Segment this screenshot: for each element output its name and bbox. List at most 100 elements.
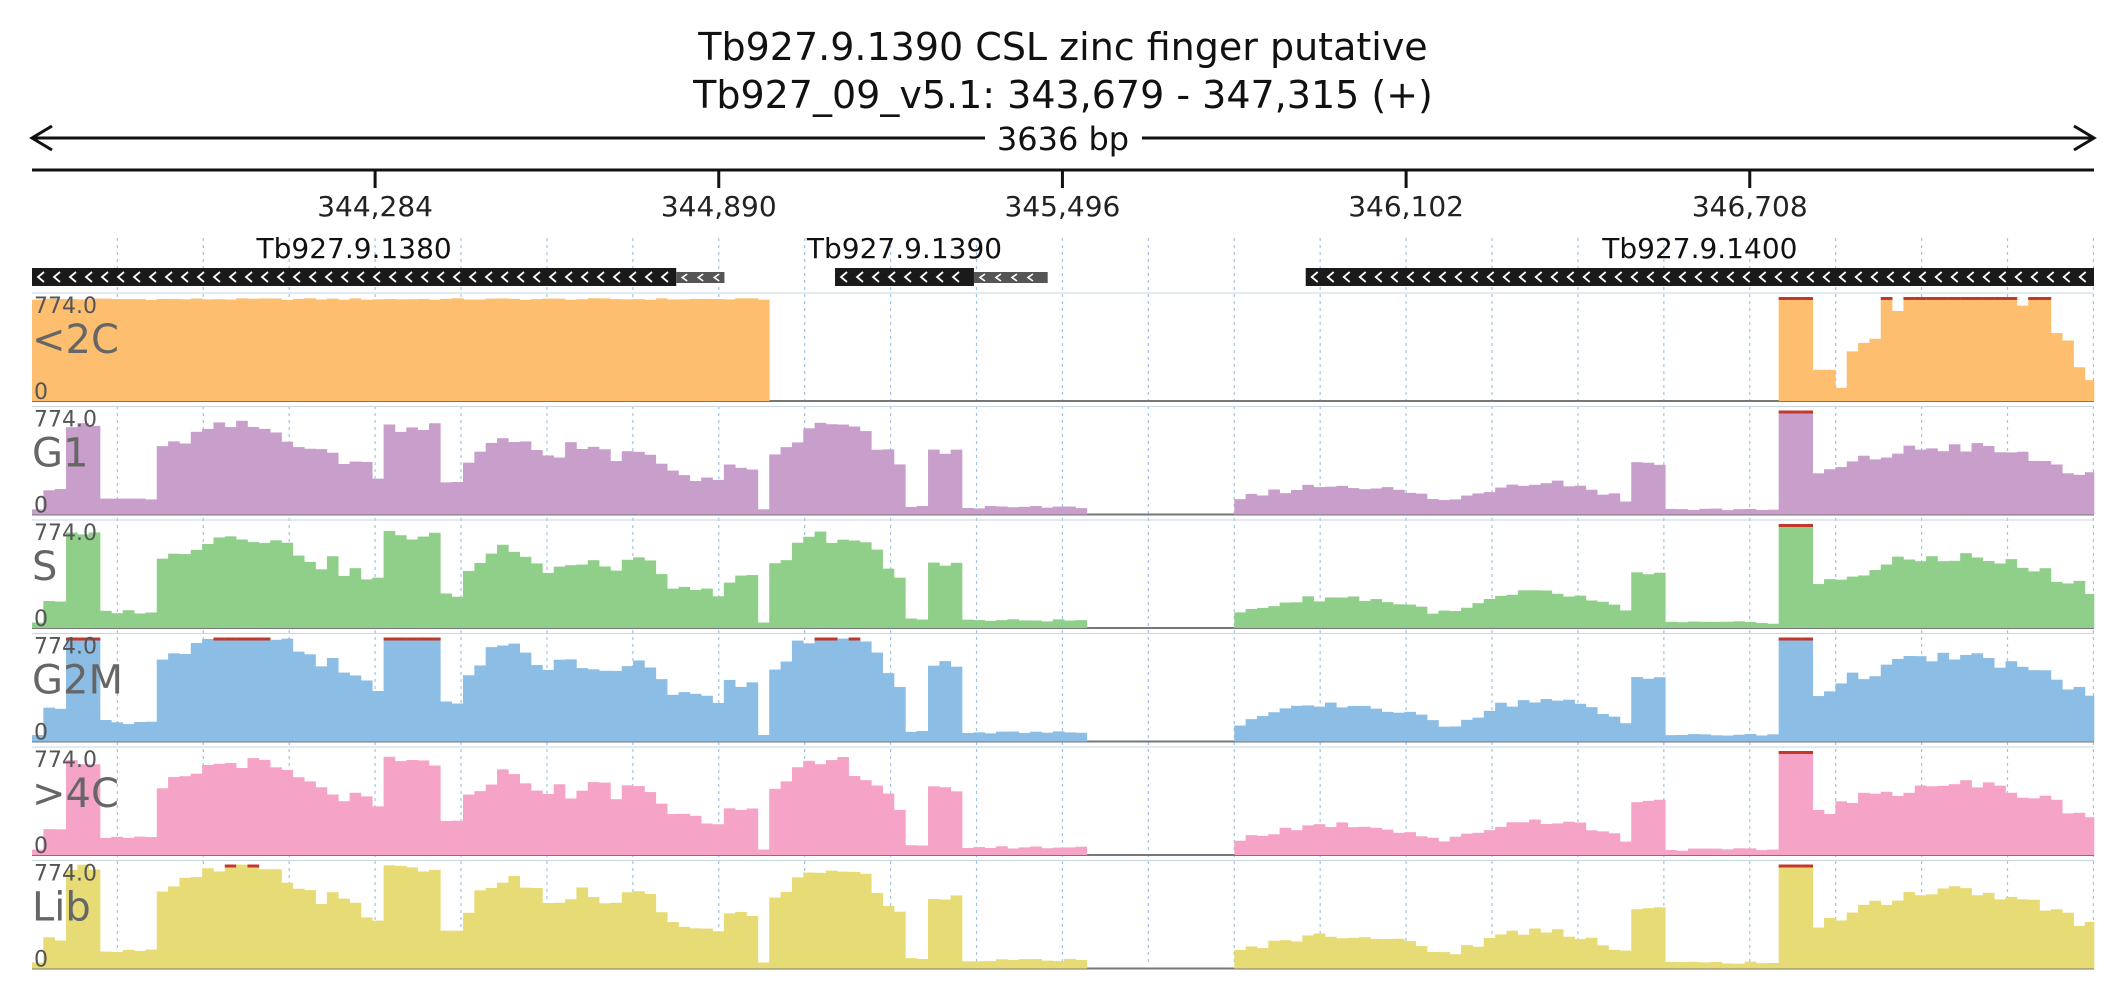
- coverage-bar: [179, 654, 192, 742]
- coverage-bar: [1642, 574, 1655, 628]
- coverage-bar: [32, 509, 44, 515]
- clip-marker: [814, 637, 827, 641]
- coverage-bar: [1438, 500, 1451, 515]
- coverage-bar: [406, 637, 418, 742]
- coverage-bar: [2005, 792, 2018, 855]
- coverage-bar: [837, 424, 849, 515]
- coverage-bar: [383, 530, 396, 628]
- coverage-bar: [973, 961, 986, 969]
- gene-body: [1305, 268, 2094, 286]
- coverage-bar: [1733, 734, 1745, 742]
- coverage-bar: [1393, 938, 1405, 969]
- track-G1: 774.0 0 G1: [32, 406, 2095, 519]
- coverage-bar: [962, 619, 974, 628]
- coverage-bar: [485, 553, 498, 628]
- coverage-bar: [1302, 825, 1314, 855]
- coverage-bar: [621, 451, 634, 515]
- coverage-bar: [2073, 580, 2086, 628]
- coverage-bar: [1687, 621, 1700, 628]
- coverage-bar: [1472, 603, 1485, 628]
- coverage-bar: [712, 824, 725, 855]
- coverage-bar: [1687, 509, 1700, 515]
- coverage-bar: [1710, 961, 1723, 969]
- coverage-bar: [996, 846, 1008, 855]
- coverage-bar: [1846, 351, 1859, 401]
- coverage-bar: [825, 637, 838, 742]
- coverage-bar: [1937, 888, 1950, 969]
- span-ruler: 3636 bp: [29, 120, 2097, 158]
- coverage-bar: [1506, 484, 1519, 515]
- strand-arrow: [2014, 271, 2023, 283]
- coverage-bar: [1381, 939, 1394, 969]
- coverage-bar: [1279, 602, 1292, 628]
- coverage-bar: [1030, 731, 1042, 742]
- coverage-bar: [1551, 929, 1564, 969]
- coverage-bar: [1778, 410, 1791, 515]
- coverage-bar: [1608, 716, 1621, 742]
- coverage-bar: [100, 837, 112, 855]
- coverage-bar: [757, 509, 770, 515]
- coverage-bar: [1256, 948, 1269, 969]
- coverage-bar: [1790, 410, 1802, 515]
- coverage-bar: [531, 665, 543, 742]
- coverage-bar: [247, 298, 260, 401]
- gene-body: [32, 268, 677, 286]
- coverage-bar: [349, 568, 362, 628]
- coverage-bar: [1007, 959, 1020, 969]
- coverage-bar: [1449, 954, 1462, 969]
- coverage-bar: [1347, 937, 1360, 969]
- coverage-bar: [485, 647, 498, 742]
- coverage-bar: [1676, 735, 1689, 742]
- coverage-bar: [372, 299, 384, 401]
- track-max-label: 774.0: [34, 635, 97, 660]
- coverage-bar: [1393, 604, 1405, 628]
- coverage-bar: [928, 562, 940, 628]
- coverage-bar: [576, 299, 589, 401]
- clip-marker: [236, 637, 248, 641]
- strand-arrow: [903, 271, 912, 283]
- coverage-bar: [1721, 621, 1734, 628]
- coverage-bar: [2062, 473, 2074, 515]
- coverage-bar: [746, 298, 759, 401]
- coverage-bar: [383, 298, 396, 401]
- coverage-bar: [531, 563, 543, 628]
- coverage-bar: [1563, 936, 1575, 969]
- coverage-bar: [655, 298, 668, 401]
- coverage-bar: [1574, 822, 1587, 855]
- coverage-bar: [1415, 714, 1428, 742]
- coverage-bar: [1971, 653, 1984, 742]
- coverage-bar: [678, 926, 691, 969]
- coverage-bar: [1971, 787, 1984, 855]
- coverage-bar: [1574, 485, 1587, 515]
- coverage-bar: [553, 659, 566, 742]
- coverage-bar: [292, 888, 305, 969]
- coverage-bar: [54, 298, 67, 401]
- track-S: 774.0 0 S: [32, 519, 2095, 632]
- coverage-bar: [1994, 667, 2006, 742]
- coverage-bar: [678, 813, 691, 855]
- coverage-bar: [1994, 297, 2006, 401]
- coverage-bar: [848, 637, 861, 742]
- coverage-bar: [587, 446, 600, 515]
- coverage-bar: [1336, 938, 1348, 969]
- strand-arrow: [68, 271, 77, 283]
- track-Lib: 774.0 0 Lib: [32, 860, 2095, 973]
- gene-label: Tb927.9.1390: [806, 232, 1002, 265]
- strand-arrow: [1518, 271, 1527, 283]
- coverage-bar: [1256, 495, 1269, 515]
- strand-arrow: [951, 271, 960, 283]
- coverage-bar: [190, 431, 203, 515]
- coverage-bar: [712, 299, 725, 401]
- strand-arrow: [1470, 271, 1479, 283]
- coverage-bar: [1869, 676, 1882, 742]
- coverage-bar: [2050, 333, 2063, 401]
- coverage-bar: [394, 761, 407, 855]
- coverage-bar: [1948, 444, 1961, 515]
- coverage-bar: [1631, 677, 1643, 742]
- coverage-bar: [825, 542, 838, 628]
- coverage-bar: [474, 451, 486, 515]
- coverage-bar: [1472, 493, 1485, 515]
- coverage-bar: [111, 722, 124, 742]
- clip-marker: [1778, 524, 1791, 527]
- clip-marker: [66, 637, 78, 641]
